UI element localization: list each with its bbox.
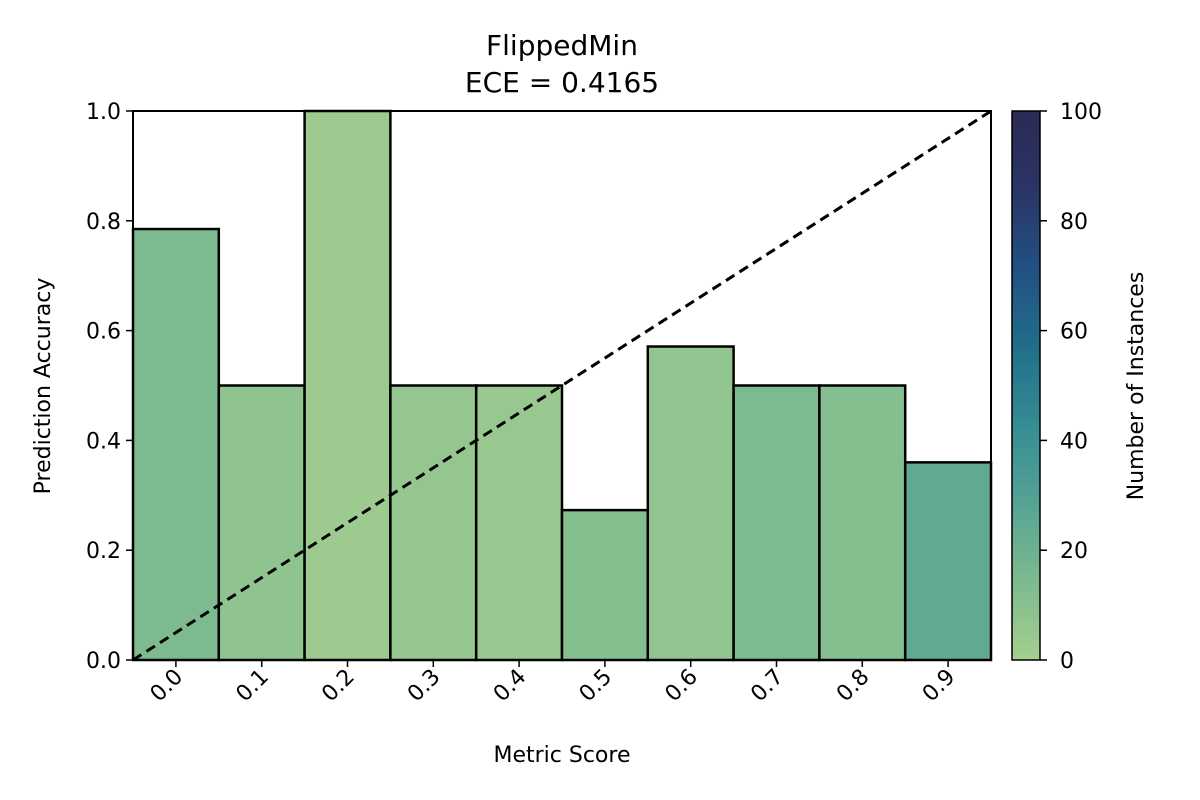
colorbar bbox=[1011, 110, 1041, 661]
colorbar-tick-label: 40 bbox=[1060, 429, 1088, 454]
plot-frame bbox=[132, 110, 992, 661]
x-tick-label: 0.2 bbox=[317, 665, 359, 707]
y-tick-label: 0.2 bbox=[86, 539, 121, 564]
x-tick-label: 0.7 bbox=[746, 665, 788, 707]
colorbar-tick-label: 20 bbox=[1060, 539, 1088, 564]
bar-0.5 bbox=[560, 508, 650, 662]
x-axis-label: Metric Score bbox=[493, 743, 630, 768]
y-tick-label: 0.6 bbox=[86, 320, 121, 345]
y-axis-ticks: 0.0 0.2 0.4 0.6 0.8 1.0 bbox=[86, 100, 133, 674]
x-tick-label: 0.8 bbox=[832, 665, 874, 707]
bar-0.1 bbox=[217, 384, 306, 662]
x-tick-label: 0.0 bbox=[146, 665, 188, 707]
x-tick-label: 0.1 bbox=[232, 665, 274, 707]
colorbar-tick-label: 0 bbox=[1060, 649, 1074, 674]
bar-0.4 bbox=[474, 384, 564, 662]
colorbar-ticks: 0 20 40 60 80 100 bbox=[1040, 100, 1102, 674]
bar-0.6 bbox=[646, 345, 735, 662]
y-tick-label: 1.0 bbox=[86, 100, 121, 125]
bar-0.0 bbox=[131, 227, 221, 662]
colorbar-tick-label: 80 bbox=[1060, 210, 1088, 235]
colorbar-tick-label: 60 bbox=[1060, 320, 1088, 345]
bar-0.9 bbox=[903, 461, 993, 662]
x-tick-label: 0.4 bbox=[489, 665, 531, 707]
x-tick-label: 0.5 bbox=[575, 665, 617, 707]
chart-title: FlippedMin bbox=[486, 29, 638, 62]
y-axis-label: Prediction Accuracy bbox=[31, 278, 56, 495]
y-tick-label: 0.0 bbox=[86, 649, 121, 674]
y-tick-label: 0.4 bbox=[86, 429, 121, 454]
bar-0.7 bbox=[732, 384, 821, 662]
x-axis-ticks: 0.0 0.1 0.2 0.3 0.4 0.5 0.6 0.7 0.8 0.9 bbox=[146, 660, 960, 707]
chart-subtitle: ECE = 0.4165 bbox=[465, 66, 659, 99]
bar-0.8 bbox=[818, 384, 907, 662]
y-tick-label: 0.8 bbox=[86, 210, 121, 235]
x-tick-label: 0.6 bbox=[661, 665, 703, 707]
reference-diagonal-line bbox=[132, 109, 992, 662]
colorbar-label: Number of Instances bbox=[1124, 272, 1149, 501]
bar-0.2 bbox=[303, 109, 392, 662]
x-tick-label: 0.3 bbox=[403, 665, 445, 707]
x-tick-label: 0.9 bbox=[918, 665, 960, 707]
colorbar-tick-label: 100 bbox=[1060, 100, 1102, 125]
bar-0.3 bbox=[389, 384, 478, 662]
